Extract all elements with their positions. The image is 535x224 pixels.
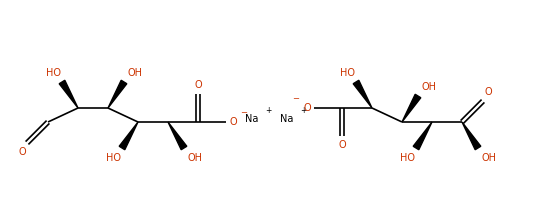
Polygon shape bbox=[168, 122, 187, 150]
Text: O: O bbox=[484, 87, 492, 97]
Text: OH: OH bbox=[482, 153, 496, 163]
Text: HO: HO bbox=[400, 153, 415, 163]
Text: +: + bbox=[265, 106, 271, 114]
Polygon shape bbox=[462, 122, 481, 150]
Text: +: + bbox=[300, 106, 306, 114]
Text: −: − bbox=[241, 108, 248, 118]
Polygon shape bbox=[413, 122, 432, 150]
Text: OH: OH bbox=[127, 68, 142, 78]
Text: O: O bbox=[18, 147, 26, 157]
Text: OH: OH bbox=[422, 82, 437, 92]
Text: HO: HO bbox=[45, 68, 60, 78]
Text: HO: HO bbox=[340, 68, 355, 78]
Polygon shape bbox=[108, 80, 127, 108]
Text: O: O bbox=[303, 103, 311, 112]
Text: HO: HO bbox=[105, 153, 120, 163]
Polygon shape bbox=[353, 80, 372, 108]
Text: −: − bbox=[293, 95, 300, 103]
Text: Na: Na bbox=[280, 114, 294, 124]
Text: O: O bbox=[229, 116, 237, 127]
Text: Na: Na bbox=[246, 114, 259, 124]
Text: O: O bbox=[338, 140, 346, 150]
Text: OH: OH bbox=[187, 153, 203, 163]
Polygon shape bbox=[119, 122, 138, 150]
Polygon shape bbox=[59, 80, 78, 108]
Text: O: O bbox=[194, 80, 202, 90]
Polygon shape bbox=[402, 94, 421, 122]
